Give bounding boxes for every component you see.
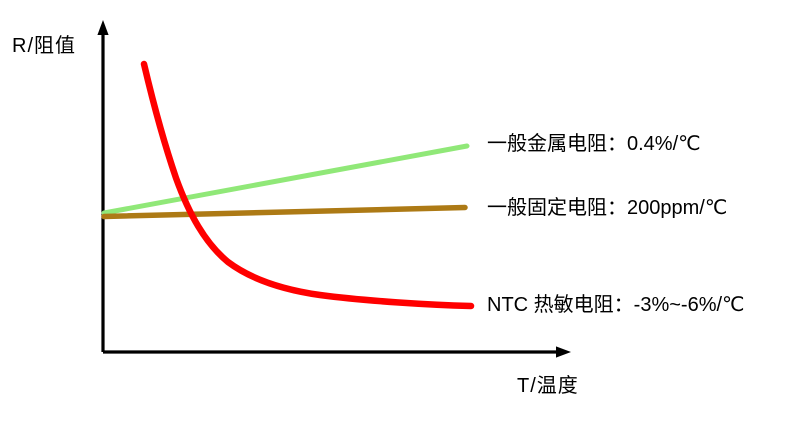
annotation-metal-resistor: 一般金属电阻：0.4%/℃	[487, 133, 701, 155]
ntc-thermistor-curve	[140, 60, 475, 310]
fixed-resistor-line	[101, 204, 468, 220]
annotation-ntc-thermistor: NTC 热敏电阻：-3%~-6%/℃	[487, 294, 745, 316]
y-axis-arrow-icon	[97, 20, 109, 35]
y-axis-label: R/阻值	[12, 35, 76, 57]
x-axis-arrow-icon	[556, 346, 571, 358]
x-axis-label: T/温度	[517, 375, 579, 397]
metal-resistor-line	[101, 143, 470, 216]
annotation-fixed-resistor: 一般固定电阻：200ppm/℃	[487, 197, 728, 219]
